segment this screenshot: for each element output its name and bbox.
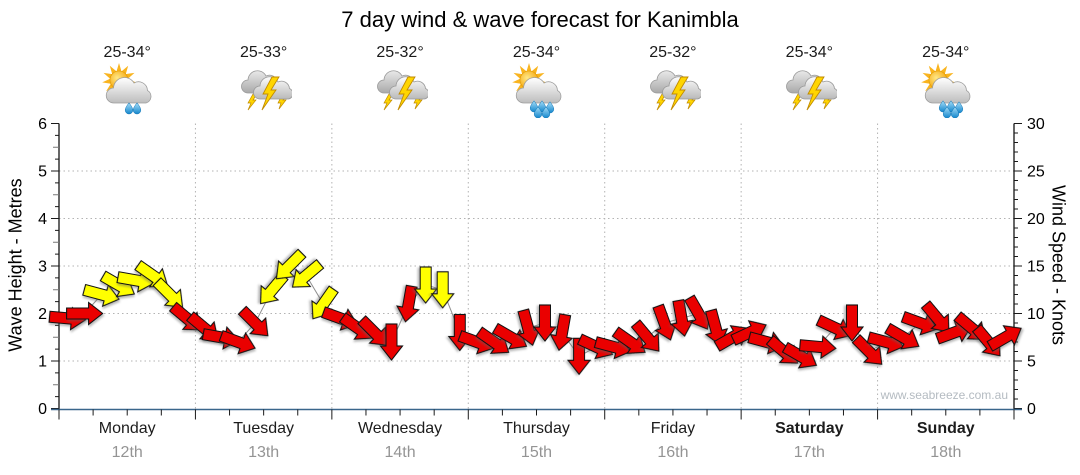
wind-tick-label: 10	[1027, 306, 1045, 323]
cloud-icon	[924, 77, 971, 104]
wind-arrow	[82, 283, 120, 308]
date-label: 18th	[930, 444, 961, 461]
wind-arrow	[704, 308, 729, 347]
day-label: Tuesday	[233, 420, 294, 437]
wind-arrow	[218, 329, 256, 355]
wind-tick-label: 5	[1027, 354, 1036, 371]
day-label: Wednesday	[358, 420, 442, 437]
wind-arrow	[413, 266, 438, 304]
page-title: 7 day wind & wave forecast for Kanimbla	[341, 7, 739, 32]
wind-arrow	[815, 314, 853, 341]
date-label: 15th	[521, 444, 552, 461]
day-label: Friday	[651, 420, 695, 437]
wind-arrow	[66, 301, 104, 326]
temperature-range: 25-32°	[376, 44, 424, 61]
wind-tick-label: 30	[1027, 116, 1045, 133]
date-label: 13th	[248, 444, 279, 461]
date-label: 14th	[385, 444, 416, 461]
wind-arrow	[920, 300, 950, 333]
lightning-icon	[806, 76, 826, 111]
partly-sunny-showers-icon	[918, 62, 974, 119]
date-label: 17th	[794, 444, 825, 461]
lightning-icon	[261, 76, 280, 111]
wind-arrow	[884, 322, 920, 350]
weather-icon-svg	[511, 63, 561, 119]
wind-tick-label: 15	[1027, 259, 1045, 276]
wave-tick-label: 2	[38, 306, 47, 323]
partly-sunny-rain-icon	[99, 62, 155, 118]
wind-arrow	[851, 334, 883, 365]
wind-arrow	[839, 304, 865, 342]
date-label: 12th	[112, 444, 143, 461]
weather-icon-svg	[102, 63, 152, 115]
wave-tick-label: 1	[38, 354, 47, 371]
wave-tick-label: 5	[38, 164, 47, 181]
temperature-range: 25-34°	[922, 44, 970, 61]
thunderstorm-icon	[236, 62, 293, 118]
wind-arrow	[611, 326, 646, 354]
wind-arrow	[986, 325, 1022, 352]
day-label: Monday	[99, 420, 156, 437]
watermark: www.seabreeze.com.au	[880, 388, 1008, 402]
wind-arrow	[475, 326, 510, 354]
temperature-range: 25-34°	[512, 44, 561, 61]
thunderstorm-icon	[372, 62, 430, 118]
wind-arrow	[517, 308, 541, 347]
temperature-range: 25-34°	[103, 44, 151, 61]
weather-icon-svg	[920, 63, 971, 119]
wind-arrow	[900, 310, 938, 336]
wind-arrow	[670, 298, 695, 337]
wind-arrow	[379, 323, 404, 361]
thunderstorm-icon	[781, 62, 839, 118]
lightning-icon	[397, 76, 416, 111]
wind-arrow	[275, 248, 307, 280]
day-label: Thursday	[503, 420, 570, 437]
date-label: 16th	[657, 444, 688, 461]
wind-arrow	[798, 335, 837, 360]
wind-tick-label: 25	[1027, 164, 1045, 181]
wind-tick-label: 0	[1027, 401, 1036, 418]
wind-arrow	[291, 258, 325, 288]
wind-arrow	[357, 315, 388, 346]
wind-arrow	[237, 305, 269, 337]
wind-arrow	[396, 284, 420, 323]
temperature-range: 25-32°	[649, 44, 697, 61]
cloud-icon	[106, 77, 152, 104]
wind-arrow	[781, 341, 818, 369]
wave-tick-label: 4	[38, 211, 47, 228]
day-label: Sunday	[917, 420, 975, 437]
wind-tick-label: 20	[1027, 211, 1045, 228]
temperature-range: 25-33°	[239, 44, 288, 61]
weather-icon-svg	[240, 70, 293, 111]
lightning-icon	[670, 76, 689, 111]
day-label: Saturday	[775, 420, 844, 437]
wave-tick-label: 3	[38, 259, 47, 276]
weather-icon-svg	[650, 70, 703, 111]
wind-arrow	[630, 319, 660, 352]
partly-sunny-showers-icon	[509, 62, 565, 119]
wind-arrow	[549, 313, 574, 352]
wave-tick-label: 0	[38, 401, 47, 418]
temperature-range: 25-34°	[785, 44, 834, 61]
wave-tick-label: 6	[38, 116, 47, 133]
wind-arrow	[491, 322, 528, 350]
wind-arrow	[532, 304, 558, 342]
wind-arrow	[430, 271, 455, 309]
weather-icon-svg	[786, 70, 839, 111]
thunderstorm-icon	[645, 62, 703, 118]
cloud-icon	[515, 77, 561, 104]
weather-icon-svg	[377, 70, 430, 111]
